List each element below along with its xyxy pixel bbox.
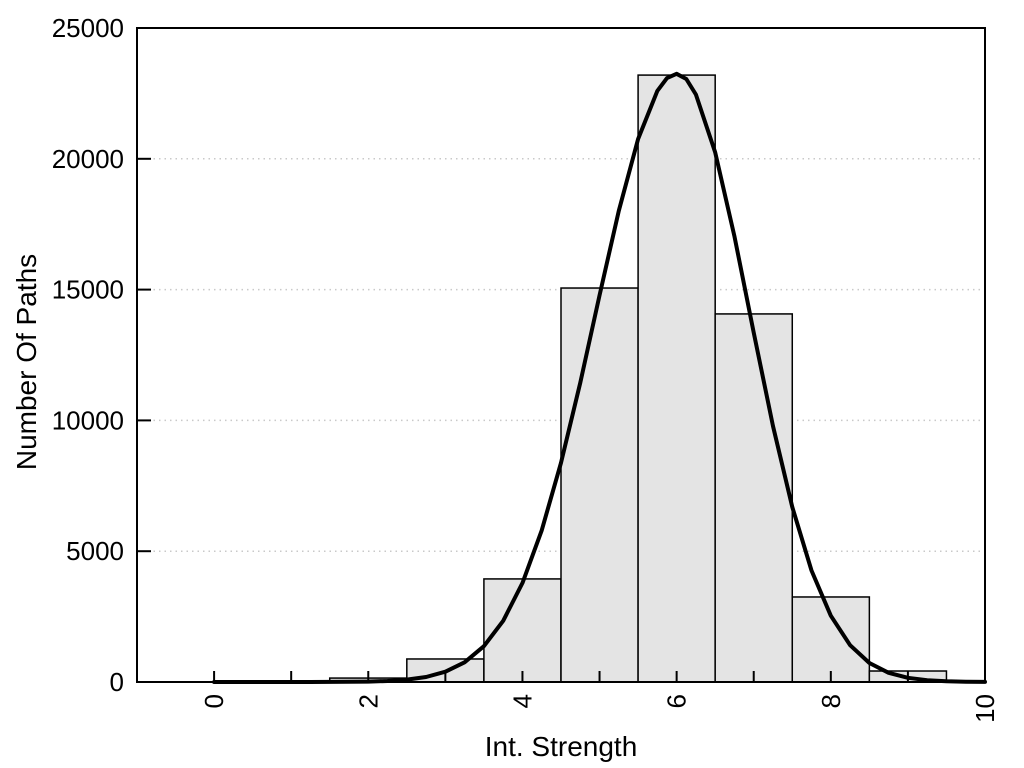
x-tick-label: 8 bbox=[816, 694, 846, 708]
x-tick-label: 0 bbox=[199, 694, 229, 708]
histogram-bar bbox=[714, 313, 794, 683]
plot-border bbox=[136, 27, 986, 683]
y-tick-label: 20000 bbox=[52, 144, 124, 174]
y-tick-label: 15000 bbox=[52, 275, 124, 305]
x-tick-label: 6 bbox=[662, 694, 692, 708]
histogram-bar bbox=[637, 74, 716, 683]
y-axis-title: Number Of Paths bbox=[11, 253, 42, 471]
x-tick-label: 2 bbox=[353, 694, 383, 708]
x-tick-label: 10 bbox=[970, 694, 1000, 723]
y-tick-label: 5000 bbox=[66, 536, 124, 566]
histogram-bar bbox=[791, 596, 871, 683]
y-tick-label: 25000 bbox=[52, 13, 124, 43]
y-tick-label: 10000 bbox=[52, 405, 124, 435]
x-axis-title: Int. Strength bbox=[484, 731, 638, 762]
histogram-bar bbox=[560, 287, 639, 683]
x-tick-label: 4 bbox=[507, 694, 537, 708]
y-tick-label: 0 bbox=[110, 667, 124, 697]
